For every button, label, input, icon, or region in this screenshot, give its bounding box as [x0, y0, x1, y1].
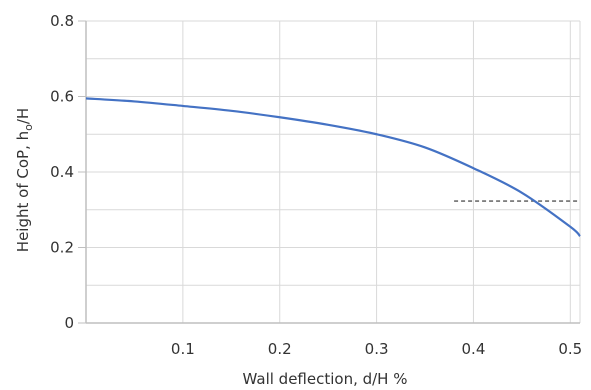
x-tick-label: 0.2	[268, 340, 292, 358]
y-tick-label: 0.2	[50, 239, 74, 257]
y-axis-title-tail: /H	[14, 108, 32, 124]
data-layer	[85, 97, 581, 237]
axes	[78, 20, 580, 324]
series-line	[85, 97, 581, 237]
tick-labels: 0 0.2 0.4 0.6 0.8 0.1 0.2 0.3 0.4 0.5	[50, 12, 582, 358]
x-axis-title: Wall deflection, d/H %	[243, 370, 408, 388]
grid-lines	[86, 20, 581, 323]
y-tick-label: 0	[64, 314, 74, 332]
y-axis-title-subscript: o	[22, 124, 35, 131]
y-axis-title-main: Height of CoP, h	[14, 131, 32, 252]
y-tick-label: 0.6	[50, 88, 74, 106]
y-tick-label: 0.4	[50, 163, 74, 181]
x-tick-label: 0.5	[558, 340, 582, 358]
x-tick-label: 0.3	[365, 340, 389, 358]
y-tick-label: 0.8	[50, 12, 74, 30]
x-tick-label: 0.1	[171, 340, 195, 358]
y-axis-title: Height of CoP, ho/H	[14, 108, 35, 252]
x-tick-label: 0.4	[462, 340, 486, 358]
